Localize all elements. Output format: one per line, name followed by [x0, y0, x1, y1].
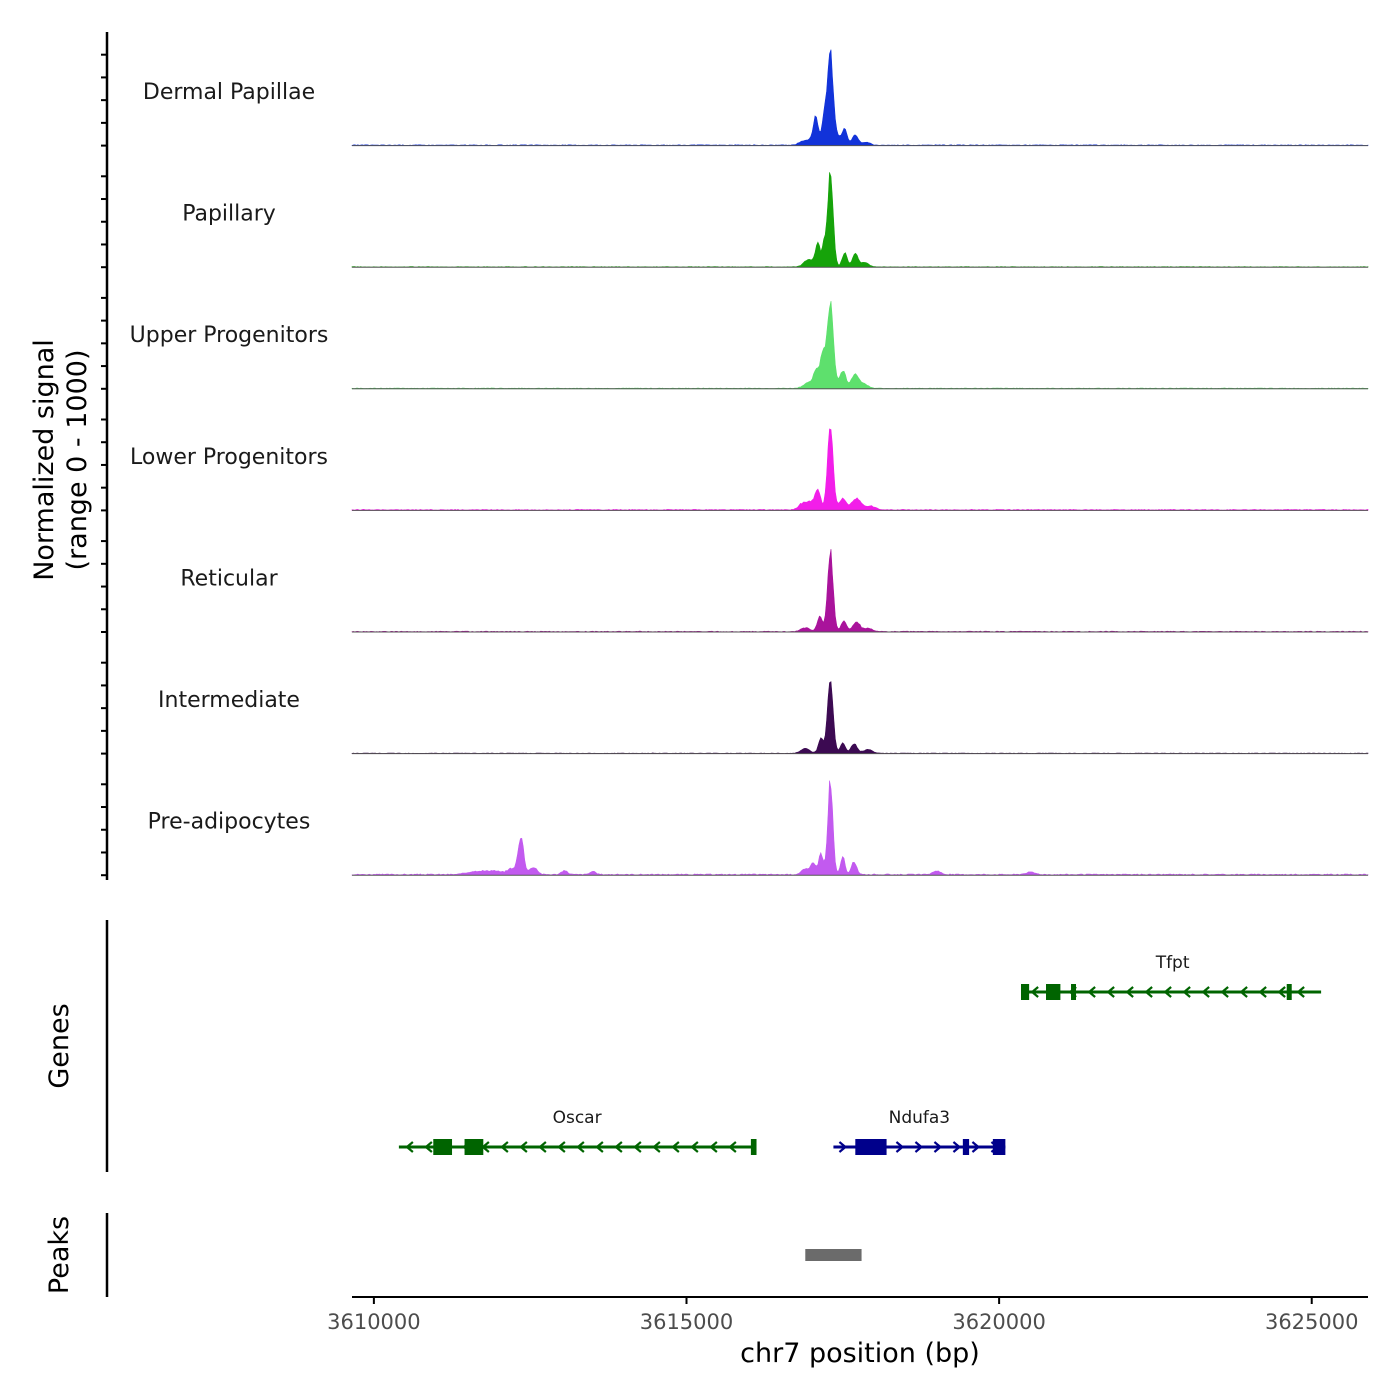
track-label: Upper Progenitors — [130, 323, 329, 348]
strand-chevron — [652, 1141, 661, 1153]
gene-exon — [433, 1139, 453, 1155]
genes-track-label: Genes — [44, 1003, 75, 1088]
coverage-track: Dermal Papillae — [143, 49, 1369, 147]
strand-chevron — [557, 1141, 566, 1153]
genes-track: Genes Oscar Ndufa3 Tfpt — [44, 920, 1322, 1172]
strand-chevron — [538, 1141, 547, 1153]
y-axis-title-line1: Normalized signal — [29, 339, 60, 581]
track-label: Papillary — [182, 202, 276, 227]
coverage-area — [351, 549, 1369, 633]
strand-chevron — [671, 1141, 680, 1153]
gene-model: Ndufa3 — [833, 1108, 1006, 1155]
gene-label: Ndufa3 — [889, 1108, 951, 1128]
gene-exon — [962, 1139, 970, 1155]
strand-chevron — [633, 1141, 642, 1153]
y-axis-title-line2: (range 0 - 1000) — [62, 350, 93, 571]
strand-chevron — [405, 1141, 414, 1153]
x-tick-label: 3625000 — [1265, 1310, 1359, 1334]
coverage-track: Intermediate — [158, 681, 1369, 755]
strand-chevron — [1296, 986, 1305, 998]
coverage-track: Papillary — [182, 172, 1369, 268]
coverage-area — [351, 172, 1369, 268]
coverage-track: Upper Progenitors — [130, 300, 1369, 390]
strand-chevron — [1106, 986, 1115, 998]
gene-label: Oscar — [553, 1108, 602, 1128]
strand-chevron — [895, 1141, 905, 1153]
x-tick-label: 3620000 — [952, 1310, 1046, 1334]
strand-chevron — [1163, 986, 1172, 998]
strand-chevron — [1220, 986, 1229, 998]
track-label: Pre-adipocytes — [148, 810, 311, 835]
y-axis — [101, 32, 109, 880]
strand-chevron — [1239, 986, 1248, 998]
gene-exon — [1071, 984, 1077, 1000]
coverage-area — [351, 681, 1369, 754]
strand-chevron — [614, 1141, 623, 1153]
x-axis: chr7 position (bp) 3610000 3615000 3620000… — [327, 1296, 1368, 1369]
gene-exon — [750, 1139, 757, 1155]
gene-exon — [1046, 984, 1061, 1000]
x-axis-title: chr7 position (bp) — [740, 1338, 980, 1369]
coverage-tracks: Dermal Papillae Papillary Upper Progenitor… — [101, 32, 1369, 880]
strand-chevron — [424, 1141, 433, 1153]
strand-chevron — [838, 1141, 848, 1153]
strand-chevron — [1258, 986, 1267, 998]
peak-region — [805, 1249, 862, 1261]
gene-model: Tfpt — [1020, 953, 1322, 1000]
gene-exon — [1286, 984, 1292, 1000]
coverage-track: Reticular — [180, 549, 1369, 633]
strand-chevron — [500, 1141, 509, 1153]
strand-chevron — [933, 1141, 943, 1153]
strand-chevron — [1182, 986, 1191, 998]
peaks-track: Peaks — [44, 1213, 862, 1297]
coverage-track: Lower Progenitors — [130, 428, 1369, 511]
x-tick-label: 3610000 — [327, 1310, 421, 1334]
gene-exon — [464, 1139, 484, 1155]
strand-chevron — [1030, 986, 1039, 998]
strand-chevron — [709, 1141, 718, 1153]
gene-exon — [855, 1139, 887, 1155]
track-label: Dermal Papillae — [143, 80, 315, 105]
track-label: Reticular — [180, 566, 278, 591]
coverage-area — [351, 428, 1369, 511]
strand-chevron — [1201, 986, 1210, 998]
coverage-area — [351, 300, 1369, 390]
strand-chevron — [1125, 986, 1134, 998]
strand-chevron — [728, 1141, 737, 1153]
strand-chevron — [971, 1141, 981, 1153]
strand-chevron — [952, 1141, 962, 1153]
strand-chevron — [519, 1141, 528, 1153]
strand-chevron — [1087, 986, 1096, 998]
strand-chevron — [1144, 986, 1153, 998]
strand-chevron — [914, 1141, 924, 1153]
coverage-area — [351, 49, 1369, 146]
gene-exon — [1020, 984, 1030, 1000]
peaks-track-label: Peaks — [44, 1216, 75, 1294]
strand-chevron — [690, 1141, 699, 1153]
gene-label: Tfpt — [1155, 953, 1190, 973]
strand-chevron — [595, 1141, 604, 1153]
coverage-track: Pre-adipocytes — [148, 780, 1369, 876]
track-label: Lower Progenitors — [130, 445, 328, 470]
gene-model: Oscar — [398, 1108, 757, 1155]
y-axis-title: Normalized signal (range 0 - 1000) — [29, 339, 93, 581]
gene-exon — [992, 1139, 1006, 1155]
track-label: Intermediate — [158, 688, 300, 713]
strand-chevron — [1277, 986, 1286, 998]
coverage-area — [351, 780, 1369, 876]
x-tick-label: 3615000 — [640, 1310, 734, 1334]
strand-chevron — [576, 1141, 585, 1153]
